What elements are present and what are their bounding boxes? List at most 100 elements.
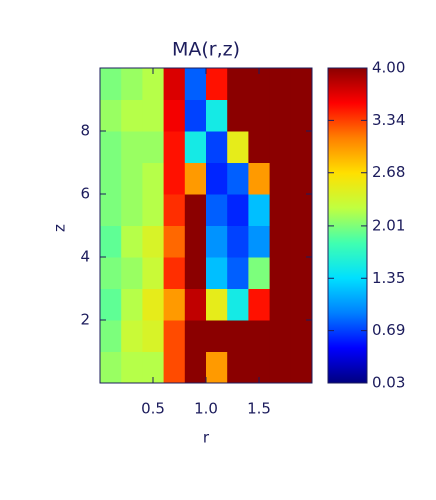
- heat-cell: [269, 162, 292, 195]
- x-tick-label: 1.0: [194, 400, 218, 418]
- heat-cell: [100, 257, 122, 289]
- heat-cell: [227, 131, 249, 163]
- heat-cell: [248, 320, 271, 352]
- heat-cell: [163, 131, 186, 163]
- heat-cell: [163, 99, 186, 132]
- heat-cell: [290, 68, 313, 100]
- heat-cell: [100, 351, 122, 384]
- heat-cell: [269, 194, 292, 226]
- heat-cell: [227, 351, 249, 384]
- heat-cell: [227, 162, 249, 195]
- heat-cell: [227, 194, 249, 226]
- heat-cell: [248, 131, 271, 163]
- heat-cell: [142, 257, 165, 289]
- heat-cell: [121, 131, 143, 163]
- heat-cell: [121, 68, 143, 100]
- heat-cell: [248, 351, 271, 384]
- heat-cell: [184, 320, 207, 352]
- heat-cell: [142, 225, 165, 258]
- chart-title: MA(r,z): [172, 39, 240, 61]
- heat-cell: [142, 194, 165, 226]
- colorbar-tick-label: 2.68: [372, 163, 405, 181]
- heat-cell: [269, 288, 292, 321]
- heat-cell: [121, 162, 143, 195]
- heat-cell: [227, 225, 249, 258]
- heat-cell: [206, 225, 228, 258]
- y-tick-label: 8: [80, 122, 90, 140]
- heat-cell: [121, 320, 143, 352]
- heat-cell: [100, 68, 122, 100]
- heat-cell: [290, 257, 313, 289]
- heat-cell: [100, 320, 122, 352]
- colorbar-tick-label: 4.00: [372, 59, 405, 77]
- heat-cell: [100, 162, 122, 195]
- heat-cell: [184, 351, 207, 384]
- heat-cell: [184, 162, 207, 195]
- y-tick-label: 6: [80, 185, 90, 203]
- heat-cell: [269, 257, 292, 289]
- heat-cell: [269, 320, 292, 352]
- heat-cell: [142, 99, 165, 132]
- heat-cell: [206, 131, 228, 163]
- heat-cell: [163, 162, 186, 195]
- heat-cell: [290, 225, 313, 258]
- colorbar-tick-label: 1.35: [372, 269, 405, 287]
- heat-cell: [227, 288, 249, 321]
- colorbar-tick-label: 0.69: [372, 321, 405, 339]
- heat-cell: [121, 351, 143, 384]
- heat-cell: [184, 225, 207, 258]
- x-axis-label: r: [203, 429, 210, 447]
- heat-cell: [248, 68, 271, 100]
- heat-cell: [163, 68, 186, 100]
- y-tick-label: 4: [80, 248, 90, 266]
- x-tick-label: 0.5: [141, 400, 165, 418]
- heat-cell: [269, 68, 292, 100]
- heat-cell: [142, 288, 165, 321]
- heat-cell: [100, 225, 122, 258]
- heat-cell: [290, 351, 313, 384]
- x-tick-label: 1.5: [247, 400, 271, 418]
- heat-cell: [206, 68, 228, 100]
- heat-cell: [248, 99, 271, 132]
- heat-cell: [227, 99, 249, 132]
- heat-cell: [121, 99, 143, 132]
- heat-cell: [248, 257, 271, 289]
- heat-cell: [206, 351, 228, 384]
- heat-cell: [269, 131, 292, 163]
- y-tick-label: 2: [80, 311, 90, 329]
- heat-cell: [248, 225, 271, 258]
- heat-cell: [206, 162, 228, 195]
- heat-cell: [100, 288, 122, 321]
- heat-cell: [100, 194, 122, 226]
- heat-cell: [163, 194, 186, 226]
- heat-cell: [184, 68, 207, 100]
- heat-cell: [248, 194, 271, 226]
- heat-cell: [290, 194, 313, 226]
- heat-cell: [290, 99, 313, 132]
- heat-cell: [163, 320, 186, 352]
- colorbar-tick-label: 3.34: [372, 111, 405, 129]
- heat-cell: [184, 99, 207, 132]
- heat-cell: [248, 288, 271, 321]
- heat-cell: [290, 320, 313, 352]
- heat-cell: [269, 351, 292, 384]
- heat-cell: [269, 225, 292, 258]
- heat-cell: [184, 131, 207, 163]
- heat-cell: [227, 257, 249, 289]
- heat-cell: [163, 257, 186, 289]
- heat-cell: [248, 162, 271, 195]
- heat-cell: [142, 162, 165, 195]
- colorbar-tick-label: 0.03: [372, 374, 405, 392]
- heat-cell: [121, 194, 143, 226]
- heat-cell: [227, 320, 249, 352]
- heat-cell: [142, 68, 165, 100]
- heat-cell: [290, 162, 313, 195]
- heat-cell: [100, 99, 122, 132]
- heat-cell: [142, 131, 165, 163]
- heat-cell: [121, 225, 143, 258]
- heat-cell: [206, 257, 228, 289]
- heat-cell: [121, 288, 143, 321]
- heat-cell: [206, 288, 228, 321]
- heat-cell: [290, 288, 313, 321]
